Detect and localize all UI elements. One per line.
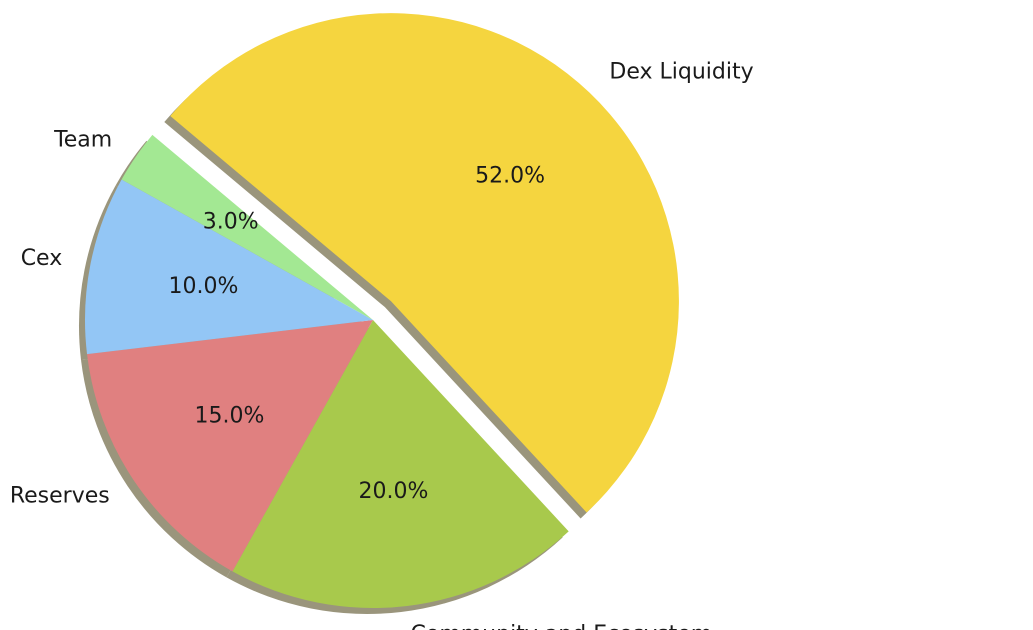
pie-slice-team	[121, 134, 373, 320]
pie-labels: 52.0% Dex Liquidity 20.0% Community and Eco…	[10, 59, 754, 630]
slice-percent-label: 20.0%	[359, 479, 429, 504]
pie-slice-cex	[84, 179, 373, 355]
slice-percent-label: 3.0%	[203, 209, 259, 234]
slice-category-label: Dex Liquidity	[609, 59, 753, 84]
pie-slice-community-and-ecosystem	[232, 320, 569, 608]
pie-wedges	[84, 13, 679, 608]
slice-category-label: Cex	[21, 246, 63, 271]
slice-percent-label: 52.0%	[475, 164, 545, 189]
slice-percent-label: 15.0%	[194, 404, 264, 429]
pie-slice-dex-liquidity	[170, 13, 679, 513]
pie-slice-reserves	[87, 320, 373, 572]
slice-category-label: Reserves	[10, 484, 110, 509]
slice-category-label: Team	[53, 128, 112, 153]
slice-category-label: Community and Ecosystem	[411, 622, 713, 630]
slice-percent-label: 10.0%	[169, 274, 239, 299]
